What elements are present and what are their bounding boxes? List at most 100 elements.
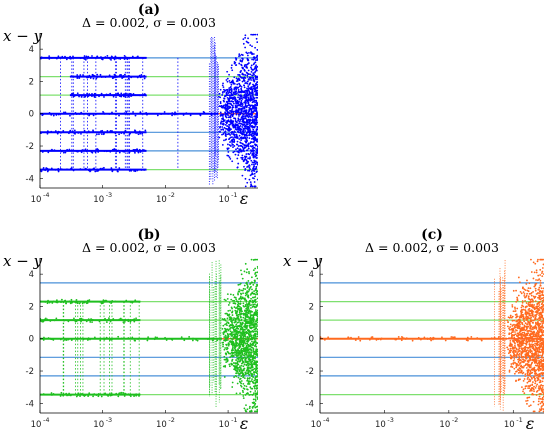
data-point <box>529 303 531 306</box>
data-point <box>252 72 255 75</box>
data-point <box>251 33 254 36</box>
data-point <box>102 168 105 171</box>
data-point <box>527 303 530 305</box>
data-point <box>255 157 258 159</box>
data-point <box>524 345 527 348</box>
data-point <box>256 87 258 89</box>
data-point <box>250 380 253 382</box>
data-point <box>240 95 243 98</box>
data-point <box>46 170 49 173</box>
data-point <box>101 58 104 61</box>
data-point <box>256 65 258 68</box>
data-point <box>253 281 256 284</box>
data-point <box>241 150 243 153</box>
data-point <box>88 74 91 77</box>
data-point <box>524 387 527 390</box>
data-point <box>250 354 253 357</box>
data-point <box>542 307 544 310</box>
data-point <box>91 92 93 95</box>
data-point <box>248 394 251 396</box>
data-point <box>256 161 258 164</box>
data-point <box>244 292 247 295</box>
data-point <box>244 124 247 127</box>
data-point <box>542 341 544 344</box>
data-point <box>227 333 230 336</box>
data-point <box>537 296 539 299</box>
data-point <box>509 354 512 357</box>
data-point <box>40 170 43 173</box>
data-point <box>246 57 249 60</box>
data-point <box>529 358 532 361</box>
data-point <box>153 338 156 341</box>
data-point <box>243 115 246 118</box>
data-point <box>530 325 533 328</box>
data-point <box>506 346 509 349</box>
data-point <box>224 319 227 322</box>
data-point <box>244 140 247 143</box>
data-point <box>530 333 533 335</box>
data-point <box>77 150 80 153</box>
data-point <box>231 326 234 329</box>
data-point <box>513 323 515 326</box>
data-point <box>63 111 65 114</box>
data-point <box>160 113 163 115</box>
data-point <box>530 310 533 313</box>
data-point <box>100 76 103 78</box>
data-point <box>522 379 525 382</box>
data-point <box>246 285 249 288</box>
data-point <box>228 102 231 105</box>
data-point <box>234 106 237 109</box>
data-point <box>69 55 72 58</box>
data-point <box>250 99 252 102</box>
x-tick-exponent: -2 <box>168 416 174 424</box>
data-point <box>195 338 198 341</box>
data-point <box>88 93 91 95</box>
data-point <box>255 345 258 348</box>
data-point <box>247 295 250 297</box>
data-point <box>236 355 238 358</box>
data-point <box>245 361 248 364</box>
data-point <box>248 76 251 79</box>
data-point <box>110 302 113 305</box>
data-point <box>50 57 53 59</box>
data-point <box>117 149 120 152</box>
data-point <box>533 366 536 369</box>
data-point <box>509 316 512 319</box>
data-point <box>245 89 248 92</box>
data-point <box>252 141 255 144</box>
data-point <box>138 94 141 97</box>
data-point <box>255 108 258 111</box>
data-point <box>237 117 240 120</box>
data-point <box>250 276 253 279</box>
data-point <box>122 75 125 77</box>
data-point <box>239 113 242 116</box>
data-point <box>228 133 231 135</box>
data-point <box>254 275 257 278</box>
data-point <box>245 63 247 66</box>
data-point <box>243 127 245 130</box>
data-point <box>101 167 104 170</box>
data-point <box>237 73 239 76</box>
data-point <box>530 330 533 333</box>
data-point <box>517 368 519 371</box>
data-point <box>533 385 535 388</box>
data-point <box>511 366 514 369</box>
data-point <box>87 337 90 340</box>
data-point <box>59 338 62 341</box>
x-tick-label: 10 <box>219 420 230 429</box>
data-point <box>112 318 115 320</box>
data-point <box>249 44 252 47</box>
data-point <box>476 337 479 339</box>
data-point <box>232 299 234 302</box>
data-point <box>252 111 255 114</box>
data-point <box>229 141 231 143</box>
data-point <box>46 318 49 321</box>
data-point <box>538 327 541 330</box>
data-point <box>522 291 525 294</box>
data-point <box>528 314 531 317</box>
data-point <box>255 323 258 326</box>
data-point <box>77 337 80 340</box>
data-point <box>238 360 240 362</box>
data-point <box>245 99 248 102</box>
